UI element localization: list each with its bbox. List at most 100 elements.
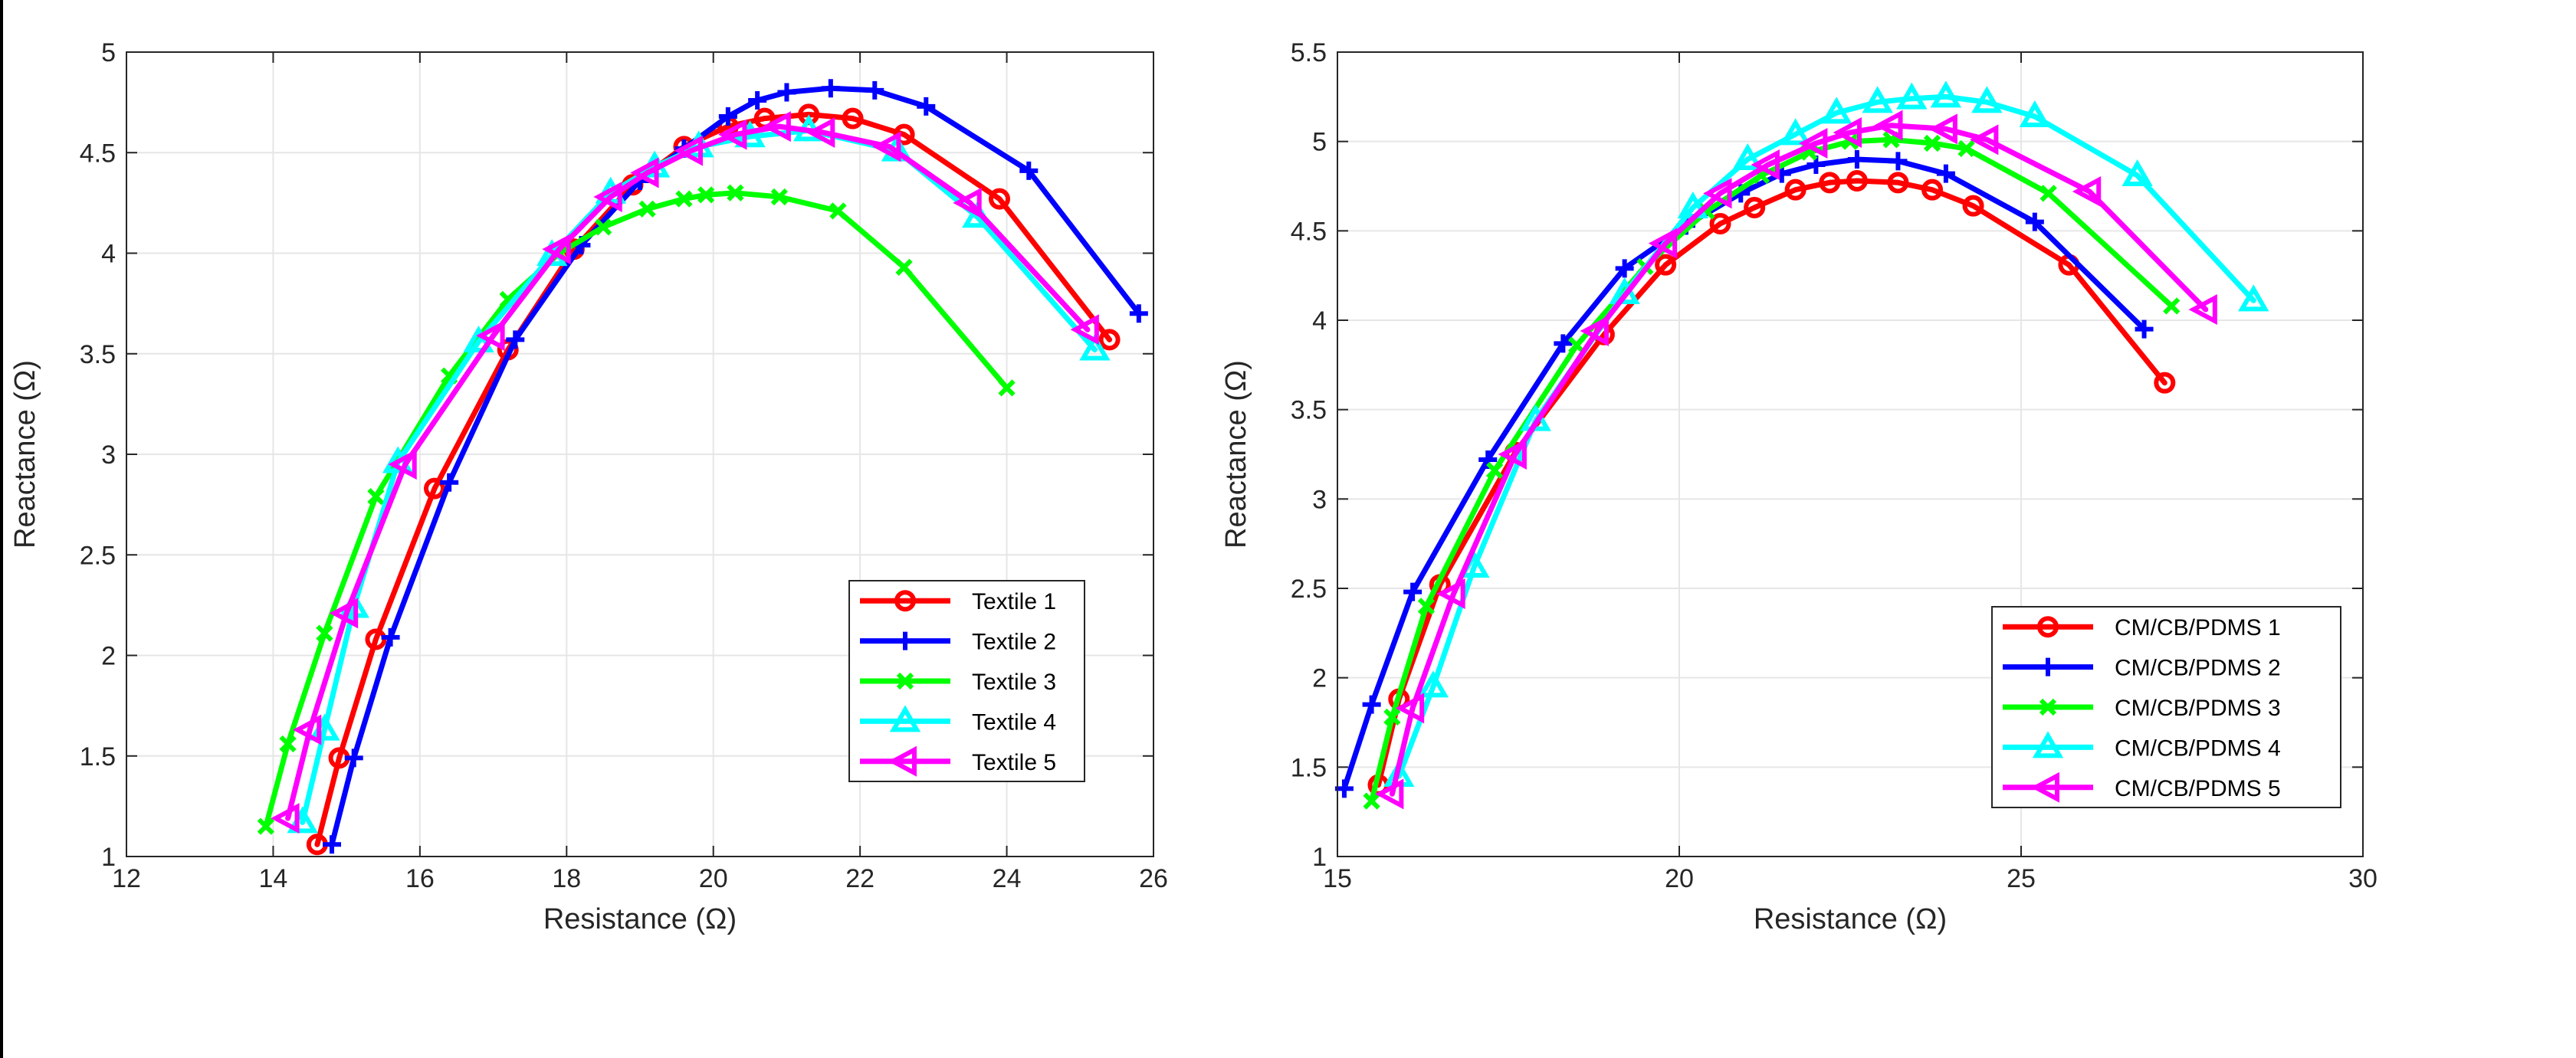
- marker-triangle-left: [888, 745, 917, 777]
- marker-circle: [424, 477, 445, 500]
- marker-plus: [917, 97, 936, 116]
- y-tick-label: 5: [1312, 128, 1327, 157]
- marker-plus: [896, 631, 914, 650]
- marker-triangle-left: [388, 449, 417, 480]
- marker-plus: [506, 330, 525, 349]
- axes-box: [1337, 51, 2364, 857]
- marker-triangle-left: [271, 803, 300, 834]
- marker-x: [1957, 139, 1975, 158]
- x-tick-label: 20: [1665, 864, 1694, 893]
- marker-plus: [1403, 582, 1423, 601]
- marker-triangle-left: [953, 187, 982, 218]
- legend-label: CM/CB/PDMS 2: [2115, 656, 2281, 681]
- legend-item-3: CM/CB/PDMS 3: [2003, 696, 2281, 721]
- x-tick-label: 25: [2007, 864, 2036, 893]
- marker-x: [2163, 297, 2181, 315]
- y-tick-label: 1: [101, 843, 116, 872]
- legend-label: Textile 3: [972, 670, 1056, 695]
- marker-circle: [2037, 616, 2059, 638]
- y-tick-label: 2: [101, 642, 116, 671]
- marker-x: [367, 488, 385, 506]
- y-tick-label: 5: [101, 38, 116, 67]
- chart-cm-cb-pdms: 15 20 25 30 1 1.5 2 2.5 3 3.5 4 4.5 5 5.5 Resistance (…: [1220, 38, 2377, 935]
- marker-x: [1417, 598, 1436, 615]
- y-tick-label: 2: [1312, 664, 1327, 693]
- series-5: [1375, 110, 2217, 810]
- y-tick-label: 4.5: [80, 139, 116, 168]
- marker-circle: [1962, 195, 1984, 217]
- legend-label: CM/CB/PDMS 1: [2115, 615, 2281, 640]
- legend-label: CM/CB/PDMS 3: [2115, 696, 2281, 721]
- marker-x: [279, 735, 297, 753]
- marker-triangle-up: [889, 705, 921, 732]
- y-tick-label: 1.5: [80, 742, 116, 771]
- marker-triangle-up: [1079, 333, 1111, 361]
- marker-triangle-up: [1862, 86, 1893, 113]
- marker-triangle-up: [1971, 86, 2003, 113]
- legend-label: Textile 5: [972, 750, 1056, 775]
- legend-item-1: CM/CB/PDMS 1: [2003, 615, 2281, 640]
- y-tick-label: 3.5: [80, 340, 116, 369]
- marker-triangle-up: [1896, 82, 1928, 110]
- marker-x: [1486, 461, 1504, 480]
- series-2: [323, 79, 1148, 854]
- x-tick-label: 20: [699, 864, 728, 893]
- legend-item-2: Textile 2: [860, 630, 1056, 655]
- marker-x: [697, 186, 715, 204]
- marker-triangle-up: [1417, 670, 1449, 698]
- marker-triangle-up: [2122, 159, 2153, 186]
- series-5: [271, 111, 1099, 834]
- y-axis-label: Reactance (Ω): [9, 360, 41, 549]
- y-tick-label: 1: [1312, 843, 1327, 872]
- marker-plus: [1362, 695, 1381, 714]
- y-tick-label: 2.5: [1291, 575, 1327, 604]
- x-tick-label: 24: [993, 864, 1022, 893]
- marker-triangle-left: [2072, 175, 2102, 208]
- legend-item-3: Textile 3: [860, 670, 1056, 695]
- marker-x: [998, 379, 1016, 397]
- legend-item-1: Textile 1: [860, 589, 1056, 614]
- marker-x: [675, 190, 693, 208]
- marker-triangle-left: [872, 131, 901, 162]
- x-tick-label: 22: [845, 864, 875, 893]
- marker-triangle-up: [2238, 284, 2269, 312]
- marker-plus: [1936, 164, 1955, 183]
- marker-x: [595, 218, 612, 236]
- marker-triangle-left: [1648, 228, 1678, 259]
- y-tick-label: 4: [101, 240, 116, 269]
- marker-plus: [748, 91, 767, 110]
- marker-triangle-left: [806, 116, 835, 149]
- legend-item-2: CM/CB/PDMS 2: [2003, 656, 2281, 681]
- marker-triangle-left: [476, 320, 505, 352]
- legend-label: Textile 1: [972, 589, 1056, 614]
- marker-x: [638, 200, 656, 218]
- marker-plus: [865, 80, 884, 100]
- series-line: [1396, 93, 2256, 779]
- marker-triangle-up: [2019, 100, 2051, 127]
- x-tick-label: 15: [1323, 864, 1352, 893]
- y-tick-label: 4.5: [1291, 217, 1327, 246]
- marker-circle: [989, 188, 1010, 210]
- marker-plus: [777, 83, 796, 102]
- marker-triangle-up: [2032, 731, 2064, 758]
- x-tick-label: 14: [259, 864, 288, 893]
- marker-triangle-up: [1820, 97, 1852, 124]
- legend-item-5: Textile 5: [860, 745, 1056, 777]
- marker-triangle-up: [1732, 142, 1764, 170]
- legend: CM/CB/PDMS 1 CM/CB/PDMS 2 CM/CB/PDMS 3 CM/C…: [1991, 606, 2341, 808]
- x-tick-label: 26: [1139, 864, 1168, 893]
- x-tick-label: 18: [552, 864, 581, 893]
- legend-label: Textile 2: [972, 630, 1056, 655]
- marker-circle: [1655, 254, 1677, 276]
- marker-plus: [1847, 150, 1866, 169]
- marker-triangle-left: [1874, 110, 1903, 141]
- marker-triangle-left: [1436, 578, 1465, 610]
- left-edge-rule: [0, 0, 3, 1058]
- marker-plus: [323, 835, 341, 854]
- marker-plus: [1615, 259, 1634, 278]
- marker-plus: [381, 627, 400, 647]
- marker-plus: [440, 473, 459, 492]
- marker-triangle-left: [1970, 124, 1999, 156]
- marker-triangle-up: [1930, 80, 1962, 108]
